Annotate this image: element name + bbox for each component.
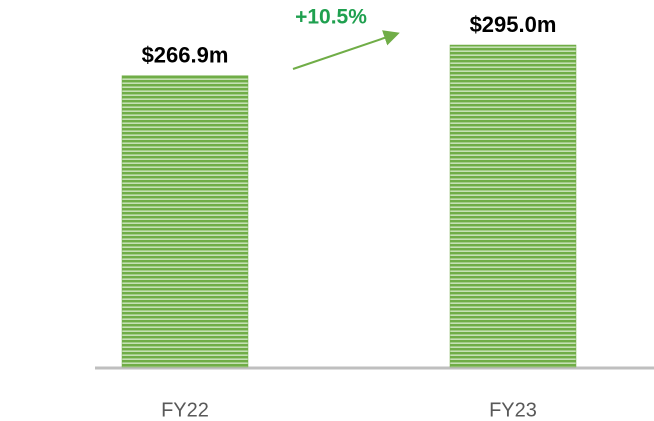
x-tick-label: FY22 <box>161 399 209 421</box>
value-label: $266.9m <box>142 42 229 67</box>
x-tick-label: FY23 <box>489 399 537 421</box>
growth-arrow <box>292 30 400 70</box>
value-label: $295.0m <box>470 12 557 37</box>
bar <box>121 75 249 368</box>
bar <box>449 44 577 368</box>
growth-annotation: +10.5% <box>295 6 367 29</box>
